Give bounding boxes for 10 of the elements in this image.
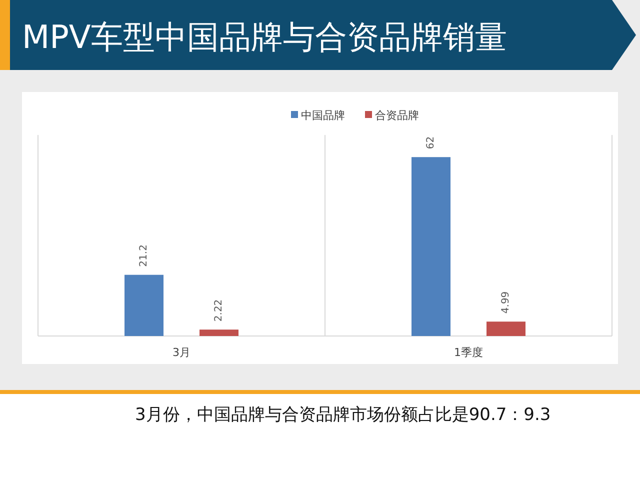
annotation: 3月份，中国品牌与合资品牌市场份额占比是90.7：9.3 — [135, 405, 551, 425]
legend-label: 合资品牌 — [375, 109, 419, 122]
data-label: 62 — [426, 136, 437, 150]
x-tick-label: 1季度 — [454, 346, 483, 359]
data-label: 4.99 — [500, 291, 512, 314]
title: MPV车型中国品牌与合资品牌销量 — [22, 18, 507, 56]
data-label: 2.22 — [214, 299, 225, 322]
x-tick-label: 3月 — [172, 346, 190, 359]
data-label: 21.2 — [138, 244, 150, 267]
legend-label: 中国品牌 — [301, 109, 345, 122]
